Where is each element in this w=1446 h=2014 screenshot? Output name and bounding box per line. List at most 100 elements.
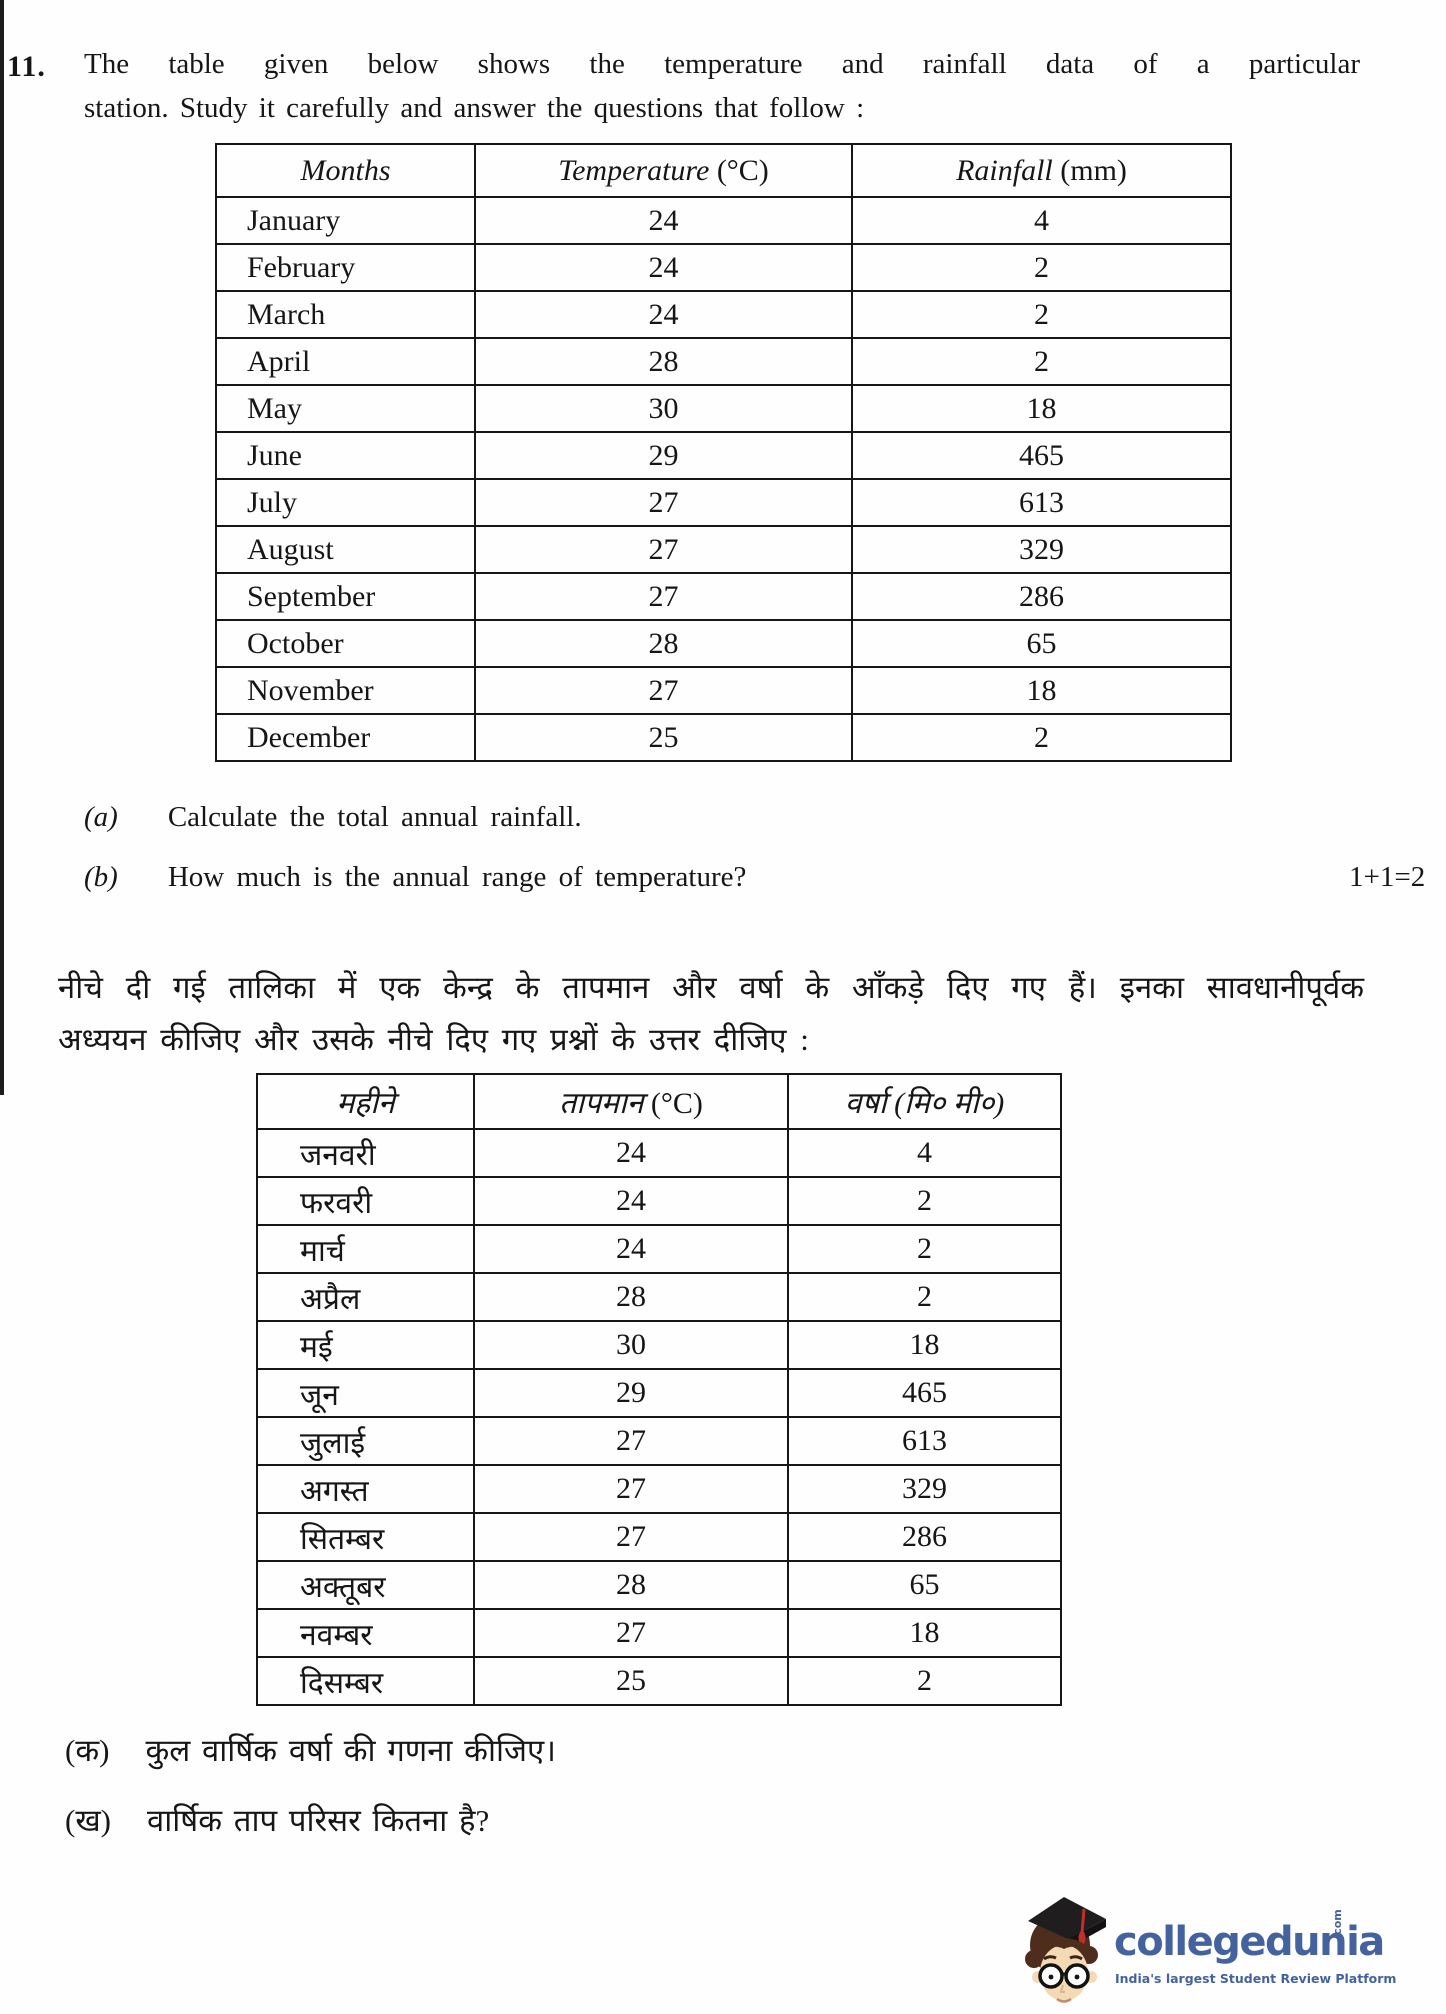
table-cell: 613 [851,478,1232,527]
table-row: सितम्बर 27 286 [256,1512,1062,1562]
subquestion-kha-text: वार्षिक ताप परिसर कितना है? [147,1803,490,1838]
table-row: August 27 329 [215,525,1232,574]
table-cell: October [215,619,476,668]
table-cell: 27 [473,1416,789,1466]
subquestion-kha-label: (ख) [65,1803,112,1838]
marks-allocation: 1+1=2 [1349,861,1426,893]
table-cell: अक्तूबर [256,1560,475,1610]
table-cell: 24 [473,1176,789,1226]
temperature-rainfall-table-english: Months Temperature (°C) Rainfall (mm) Ja… [215,143,1232,762]
table-cell: 27 [474,525,853,574]
column-header-rainfall: Rainfall (mm) [851,143,1232,198]
table-cell: March [215,290,476,339]
table-cell: 4 [787,1128,1062,1178]
scan-left-edge [0,0,4,1095]
temperature-rainfall-table-hindi: महीने तापमान (°C) वर्षा (मि० मी०) जनवरी 2… [256,1073,1062,1706]
table-cell: 465 [851,431,1232,480]
column-header-temperature-hindi: तापमान (°C) [473,1073,789,1130]
table-row: February 24 2 [215,243,1232,292]
table-cell: 18 [851,666,1232,715]
table-row: April 28 2 [215,337,1232,386]
table-cell: 2 [787,1224,1062,1274]
subquestion-ka: (क) कुल वार्षिक वर्षा की गणना कीजिए। [65,1729,556,1771]
table-cell: 27 [474,572,853,621]
table-row: July 27 613 [215,478,1232,527]
table-cell: 18 [851,384,1232,433]
table-cell: May [215,384,476,433]
table-cell: January [215,196,476,245]
table-cell: 2 [851,243,1232,292]
table-cell: 27 [473,1464,789,1514]
table-cell: 18 [787,1608,1062,1658]
subquestion-ka-label: (क) [65,1733,110,1768]
table-cell: 30 [474,384,853,433]
collegedunia-domain-suffix: .com [1331,1909,1344,1939]
table-row: October 28 65 [215,619,1232,668]
table-cell: 24 [474,243,853,292]
table-cell: 2 [851,713,1232,762]
table-row: अगस्त 27 329 [256,1464,1062,1514]
table-row: May 30 18 [215,384,1232,433]
hindi-intro-line2: अध्ययन कीजिए और उसके नीचे दिए गए प्रश्नो… [58,1022,809,1057]
table-cell: 18 [787,1320,1062,1370]
table-row: जून 29 465 [256,1368,1062,1418]
question-text-line2: station. Study it carefully and answer t… [84,92,865,124]
table-cell: अगस्त [256,1464,475,1514]
table-cell: 329 [851,525,1232,574]
table-header-row: Months Temperature (°C) Rainfall (mm) [215,143,1232,198]
table-cell: 465 [787,1368,1062,1418]
table-row: September 27 286 [215,572,1232,621]
table-cell: 27 [474,478,853,527]
subquestion-a: (a) Calculate the total annual rainfall. [84,801,582,834]
table-cell: 27 [473,1512,789,1562]
collegedunia-mascot-icon [1025,1897,1106,2003]
table-row: नवम्बर 27 18 [256,1608,1062,1658]
table-cell: December [215,713,476,762]
subquestion-a-text: Calculate the total annual rainfall. [167,801,582,833]
table-row: जुलाई 27 613 [256,1416,1062,1466]
table-cell: 25 [474,713,853,762]
table-cell: मई [256,1320,475,1370]
table-cell: नवम्बर [256,1608,475,1658]
table-cell: 25 [473,1656,789,1706]
collegedunia-brand-text: collegedunia [1114,1919,1385,1965]
question-text-line1: The table given below shows the temperat… [84,48,1360,80]
column-header-rainfall-hindi: वर्षा (मि० मी०) [787,1073,1062,1130]
table-cell: फरवरी [256,1176,475,1226]
table-cell: 65 [851,619,1232,668]
table-cell: August [215,525,476,574]
table-row: March 24 2 [215,290,1232,339]
table-cell: July [215,478,476,527]
table-cell: 286 [787,1512,1062,1562]
table-cell: 24 [473,1224,789,1274]
table-cell: 329 [787,1464,1062,1514]
table-cell: 28 [474,619,853,668]
subquestion-b-text: How much is the annual range of temperat… [167,861,747,893]
table-row: November 27 18 [215,666,1232,715]
table-cell: 286 [851,572,1232,621]
table-cell: 2 [851,337,1232,386]
table-row: फरवरी 24 2 [256,1176,1062,1226]
column-header-months: Months [215,143,476,198]
table-cell: 28 [473,1272,789,1322]
question-number: 11. [7,50,46,83]
table-cell: 65 [787,1560,1062,1610]
table-cell: September [215,572,476,621]
table-cell: 24 [474,290,853,339]
subquestion-kha: (ख) वार्षिक ताप परिसर कितना है? [65,1799,489,1841]
hindi-intro-line1: नीचे दी गई तालिका में एक केन्द्र के तापम… [58,970,1364,1005]
table-cell: 29 [473,1368,789,1418]
subquestion-b: (b) How much is the annual range of tempe… [84,861,746,894]
table-cell: 24 [473,1128,789,1178]
table-cell: जून [256,1368,475,1418]
table-cell: मार्च [256,1224,475,1274]
table-cell: 613 [787,1416,1062,1466]
table-row: अक्तूबर 28 65 [256,1560,1062,1610]
table-cell: 2 [851,290,1232,339]
table-cell: जनवरी [256,1128,475,1178]
table-cell: 4 [851,196,1232,245]
table-cell: 28 [474,337,853,386]
table-header-row: महीने तापमान (°C) वर्षा (मि० मी०) [256,1073,1062,1130]
table-row: मई 30 18 [256,1320,1062,1370]
